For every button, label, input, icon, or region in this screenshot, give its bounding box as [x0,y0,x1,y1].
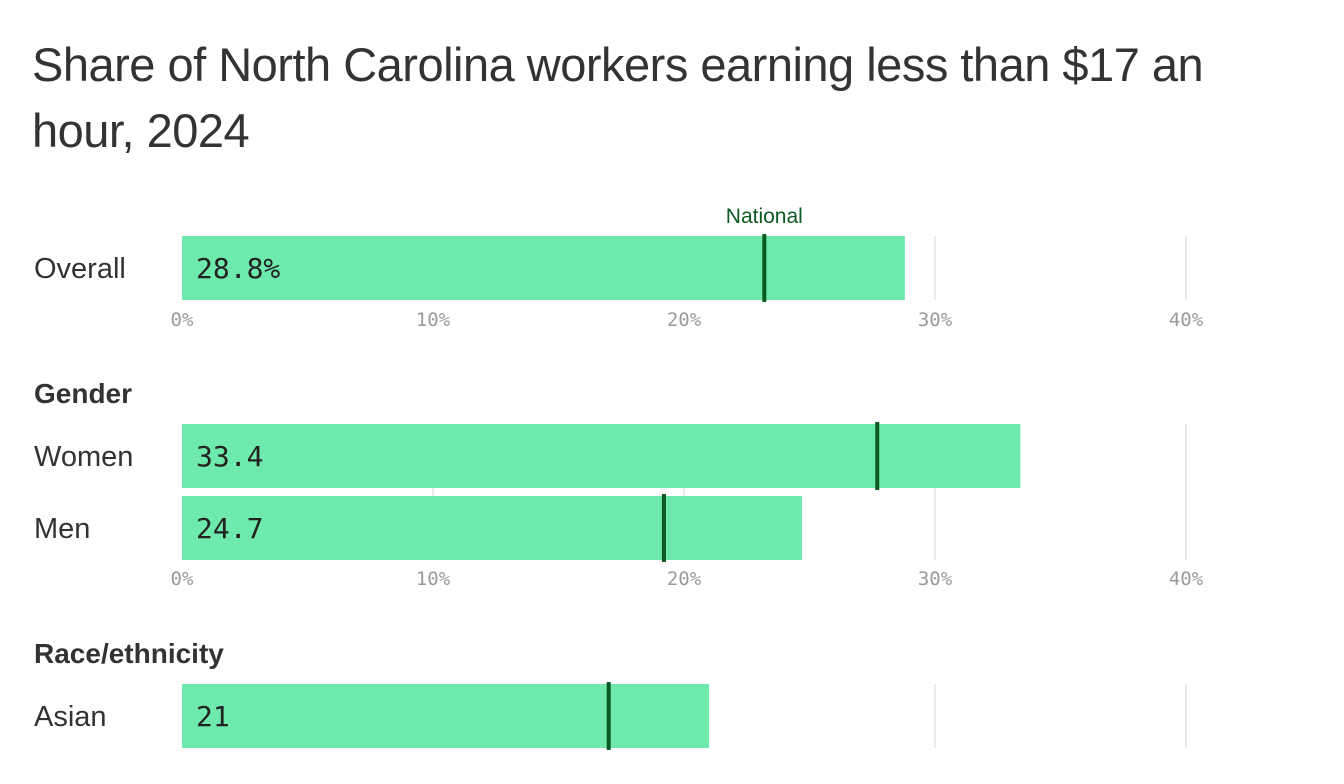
category-label: Men [34,513,90,545]
bar [182,236,905,300]
value-label: 21 [196,700,230,733]
tick-label: 30% [918,568,953,590]
category-label: Asian [34,701,107,733]
category-label: Women [34,441,133,473]
bar [182,424,1021,488]
tick-label: 40% [1169,568,1204,590]
tick-label: 10% [416,568,451,590]
value-label: 24.7 [196,512,263,545]
national-label: National [726,205,803,228]
bar [182,684,710,748]
tick-label: 10% [416,309,451,331]
tick-label: 20% [667,309,702,331]
group-label: Race/ethnicity [34,638,224,669]
tick-label: 30% [918,309,953,331]
value-label: 33.4 [196,440,263,473]
category-label: Overall [34,253,126,285]
tick-label: 0% [171,568,194,590]
value-label: 28.8% [196,252,280,285]
tick-label: 0% [171,309,194,331]
tick-label: 40% [1169,309,1204,331]
group-label: Gender [34,378,132,409]
bar [182,496,802,560]
chart-title: Share of North Carolina workers earning … [32,38,1204,157]
tick-label: 20% [667,568,702,590]
